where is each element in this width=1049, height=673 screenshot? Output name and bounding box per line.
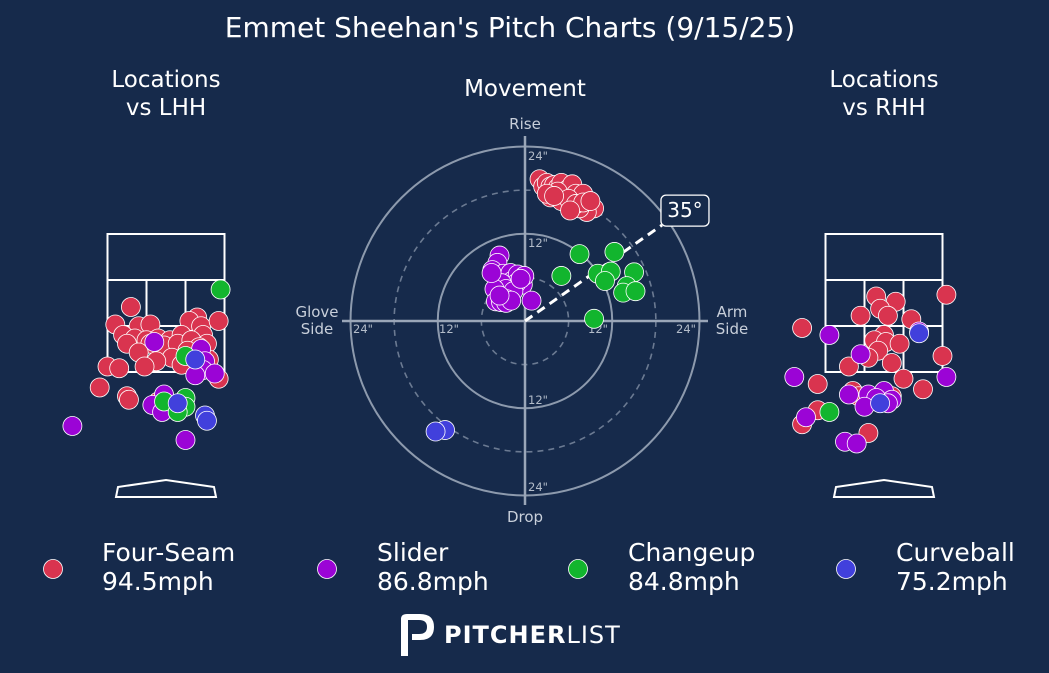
pitch-point-slider bbox=[819, 325, 840, 345]
pitch-point-four-seam bbox=[850, 305, 871, 326]
pitch-point-curveball bbox=[185, 349, 206, 370]
axis-label-glove: Glove bbox=[295, 303, 338, 321]
arm-angle-badge bbox=[660, 194, 710, 227]
legend-marker-four-seam bbox=[43, 559, 63, 579]
brand-list-text: LIST bbox=[566, 621, 621, 649]
axis-label-arm-side: Side bbox=[716, 320, 748, 338]
pitch-point-four-seam bbox=[89, 377, 110, 398]
movement-point-slider bbox=[521, 290, 542, 311]
axis-label-drop: Drop bbox=[507, 508, 543, 526]
pitch-point-four-seam bbox=[792, 318, 812, 338]
panel-title-line2: vs LHH bbox=[126, 95, 206, 121]
pitch-point-four-seam bbox=[889, 333, 910, 354]
ring-label: 24" bbox=[676, 322, 696, 336]
ring-label: 24" bbox=[528, 149, 548, 163]
pitch-point-changeup bbox=[210, 279, 231, 300]
axis-label-arm: Arm bbox=[717, 303, 748, 321]
movement-point-changeup bbox=[569, 244, 590, 265]
pitch-point-slider bbox=[204, 363, 225, 384]
movement-point-curveball bbox=[425, 421, 446, 442]
legend-label: Slider bbox=[377, 538, 449, 567]
pitch-point-changeup bbox=[819, 402, 840, 422]
pitch-point-slider bbox=[784, 367, 805, 387]
pitch-point-four-seam bbox=[807, 374, 828, 394]
movement-point-four-seam bbox=[580, 191, 601, 211]
chart-title: Emmet Sheehan's Pitch Charts (9/15/25) bbox=[225, 11, 795, 44]
pitch-point-four-seam bbox=[119, 389, 139, 410]
legend-label: Changeup bbox=[628, 538, 755, 567]
legend-label: Curveball bbox=[896, 538, 1015, 567]
pitcherlist-brand: PITCHERLIST bbox=[398, 612, 621, 658]
pitch-point-slider bbox=[62, 416, 83, 436]
movement-point-four-seam bbox=[544, 186, 564, 206]
pitch-point-four-seam bbox=[208, 311, 229, 331]
pitch-point-slider bbox=[175, 430, 196, 450]
pitch-point-four-seam bbox=[109, 358, 130, 379]
legend-speed: 94.5mph bbox=[102, 567, 214, 596]
pitch-point-slider bbox=[846, 433, 867, 454]
legend-speed: 86.8mph bbox=[377, 567, 489, 596]
pitch-point-four-seam bbox=[878, 305, 898, 326]
legend-speed: 84.8mph bbox=[628, 567, 740, 596]
movement-point-slider bbox=[489, 285, 510, 306]
pitch-point-four-seam bbox=[913, 379, 933, 400]
legend-marker-curveball bbox=[836, 559, 856, 579]
panel-title-line1: Locations bbox=[111, 67, 220, 93]
arm-angle-label: 35° bbox=[667, 198, 702, 222]
legend-marker-slider bbox=[317, 559, 337, 579]
ring-label: 12" bbox=[439, 322, 459, 336]
legend-speed: 75.2mph bbox=[896, 567, 1008, 596]
pitch-point-slider bbox=[796, 407, 816, 428]
pitch-point-four-seam bbox=[839, 356, 859, 377]
panel-title-line1: Locations bbox=[829, 67, 938, 93]
pitch-point-four-seam bbox=[120, 297, 141, 317]
pitch-point-curveball bbox=[197, 410, 217, 431]
legend-label: Four-Seam bbox=[102, 538, 235, 567]
ring-label: 12" bbox=[528, 236, 548, 250]
pitch-point-curveball bbox=[870, 393, 890, 414]
pitch-point-slider bbox=[936, 367, 957, 387]
legend-marker-changeup bbox=[568, 559, 588, 579]
movement-point-slider bbox=[510, 268, 531, 289]
pitch-point-slider bbox=[144, 332, 165, 352]
pitch-point-four-seam bbox=[932, 346, 953, 366]
home-plate bbox=[832, 478, 936, 498]
pitcherlist-p-logo-icon bbox=[401, 614, 434, 656]
movement-point-changeup bbox=[604, 242, 625, 262]
panel-title-line2: vs RHH bbox=[842, 95, 925, 121]
pitch-point-four-seam bbox=[893, 368, 914, 389]
movement-point-changeup bbox=[584, 308, 604, 329]
movement-point-changeup bbox=[551, 266, 572, 286]
ring-label: 12" bbox=[528, 393, 548, 407]
pitch-point-curveball bbox=[909, 323, 929, 344]
pitch-point-slider bbox=[839, 384, 859, 405]
pitch-point-slider bbox=[850, 344, 871, 365]
movement-point-changeup bbox=[595, 271, 615, 291]
movement-point-four-seam bbox=[560, 200, 580, 221]
axis-label-rise: Rise bbox=[509, 115, 541, 133]
ring-label: 24" bbox=[528, 480, 548, 494]
home-plate bbox=[114, 478, 218, 498]
ring-label: 24" bbox=[353, 322, 373, 336]
panel-title-line1: Movement bbox=[464, 76, 586, 102]
pitch-point-four-seam bbox=[134, 356, 155, 377]
strike-zone bbox=[106, 233, 226, 373]
pitch-point-four-seam bbox=[936, 284, 957, 305]
pitch-point-four-seam bbox=[881, 353, 902, 373]
pitch-point-curveball bbox=[167, 393, 188, 414]
brand-pitcher-text: PITCHER bbox=[444, 621, 567, 649]
movement-point-changeup bbox=[625, 281, 646, 302]
movement-panel: MovementRiseDropGloveSideArmSide24"12"12… bbox=[295, 76, 748, 526]
axis-label-glove-side: Side bbox=[301, 320, 333, 338]
movement-point-slider bbox=[481, 263, 502, 283]
